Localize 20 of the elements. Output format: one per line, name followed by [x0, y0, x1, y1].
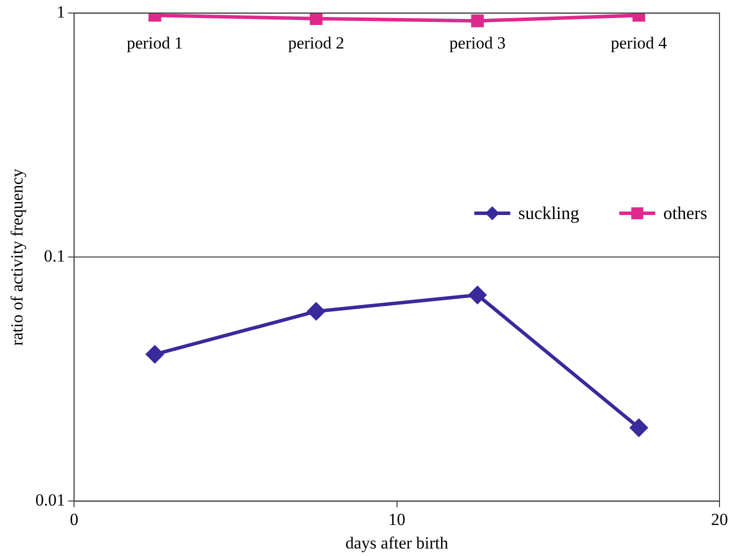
- y-axis-title: ratio of activity frequency: [8, 168, 27, 346]
- x-tick-label: 0: [70, 510, 78, 529]
- annotation: period 2: [288, 34, 344, 53]
- point: [307, 302, 325, 320]
- point: [471, 14, 484, 28]
- y-tick-label: 0.01: [35, 490, 66, 510]
- point: [630, 419, 648, 436]
- point: [146, 346, 164, 364]
- annotation: period 1: [126, 34, 183, 53]
- y-tick-label: 0.1: [44, 246, 66, 266]
- point: [310, 13, 323, 25]
- annotation: period 3: [449, 34, 506, 53]
- y-tick-label: 1: [56, 2, 66, 22]
- x-axis-title: days after birth: [345, 533, 449, 552]
- point: [468, 286, 486, 304]
- x-tick-label: 20: [711, 510, 728, 529]
- annotation: period 4: [610, 34, 668, 53]
- x-tick-label: 10: [388, 510, 406, 529]
- legend-label: others: [663, 203, 708, 224]
- legend-label: suckling: [518, 203, 580, 224]
